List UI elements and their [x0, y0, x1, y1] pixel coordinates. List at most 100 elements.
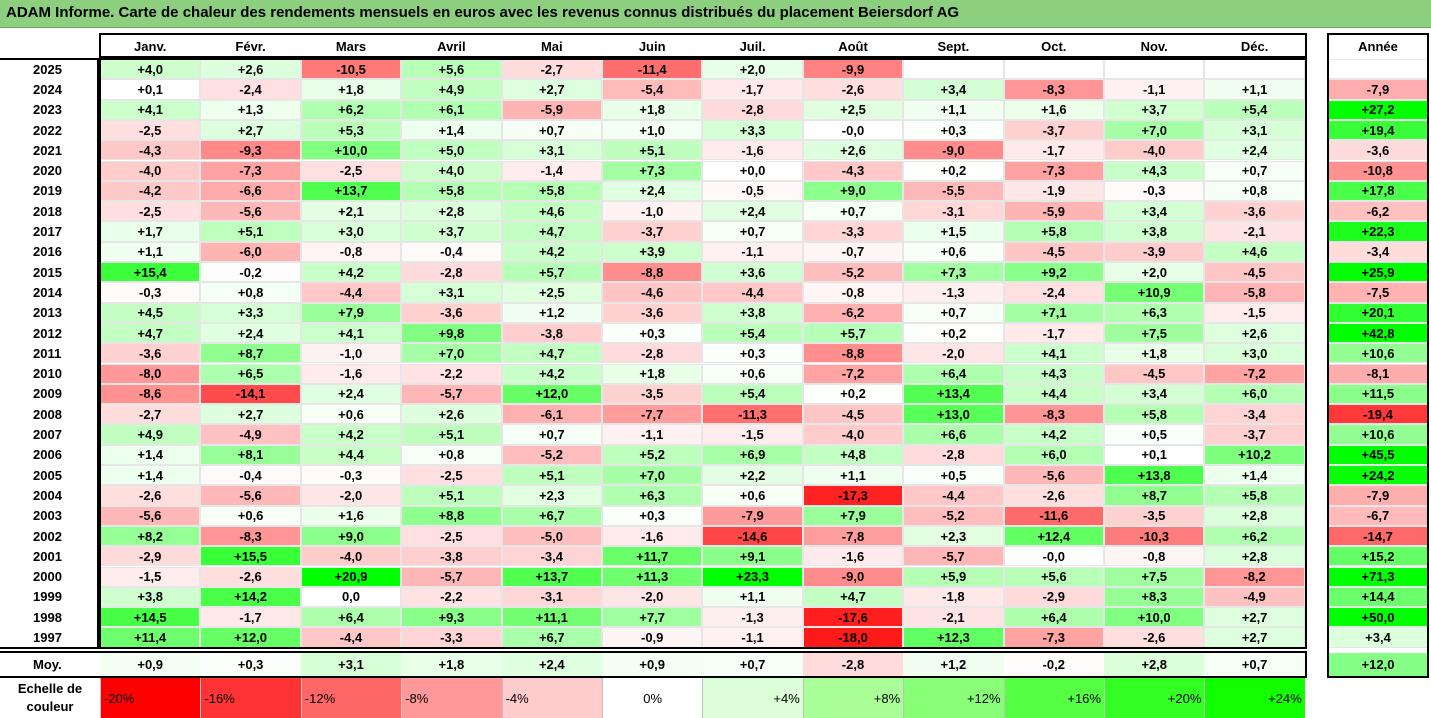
annual-cell: -6,7	[1328, 505, 1428, 526]
heatmap-cell: +0,7	[903, 302, 1004, 323]
heatmap-cell: +6,7	[501, 505, 602, 526]
legend-label: Echelle de couleur	[0, 678, 100, 718]
heatmap-cell: -5,6	[200, 485, 301, 506]
heatmap-cell: -4,6	[602, 282, 703, 303]
heatmap-cell: +0,7	[501, 424, 602, 445]
heatmap-cell: +0,8	[1204, 180, 1305, 202]
heatmap-cell: +4,2	[1003, 424, 1104, 445]
heatmap-cell: +1,5	[903, 221, 1004, 242]
average-cell: +0,9	[100, 652, 201, 677]
heatmap-cell: +10,9	[1104, 282, 1205, 303]
legend-swatch: 0%	[602, 678, 703, 718]
heatmap-cell: -8,6	[100, 383, 201, 405]
heatmap-cell: -2,6	[1104, 627, 1205, 648]
heatmap-cell: -4,0	[1104, 140, 1205, 161]
heatmap-cell: +10,2	[1204, 444, 1305, 465]
heatmap-cell	[1104, 59, 1205, 80]
legend-swatch: +4%	[702, 678, 803, 718]
heatmap-cell: -17,6	[802, 607, 904, 628]
heatmap-cell: -5,5	[903, 180, 1004, 202]
annual-cell: -6,2	[1328, 201, 1428, 222]
legend-label-line2: couleur	[26, 699, 74, 714]
heatmap-cell: +5,1	[200, 221, 301, 242]
heatmap-cell: +0,8	[401, 444, 502, 465]
heatmap-cell: -3,6	[401, 302, 502, 323]
column-header: Oct.	[1041, 39, 1067, 54]
year-label: 2019	[33, 183, 62, 199]
heatmap-cell: +3,7	[1104, 99, 1205, 120]
average-cell: +0,7	[1204, 652, 1305, 677]
heatmap-cell: +0,6	[702, 485, 803, 506]
heatmap-cell: -2,8	[401, 262, 502, 283]
heatmap-cell: +2,3	[903, 525, 1004, 547]
heatmap-cell: -7,3	[1003, 627, 1104, 648]
heatmap-cell: +2,5	[501, 282, 602, 303]
heatmap-cell: +4,7	[501, 343, 602, 364]
heatmap-cell: -3,5	[1104, 505, 1205, 526]
heatmap-cell: +3,4	[1104, 383, 1205, 405]
heatmap-cell: -7,7	[602, 404, 703, 425]
heatmap-cell: +2,6	[200, 59, 301, 80]
heatmap-cell: +9,2	[1003, 262, 1104, 283]
heatmap-cell: +0,2	[903, 322, 1004, 344]
heatmap-cell: -5,6	[1003, 465, 1104, 486]
annual-cell: +17,8	[1328, 180, 1428, 202]
heatmap-cell: +0,6	[702, 363, 803, 384]
heatmap-cell: +0,8	[200, 282, 301, 303]
year-label: 2024	[33, 81, 62, 97]
heatmap-cell: +2,4	[602, 180, 703, 202]
heatmap-cell: +5,4	[702, 383, 803, 405]
heatmap-cell: +0,3	[602, 322, 703, 344]
heatmap-cell: +7,5	[1104, 566, 1205, 587]
heatmap-cell: -4,5	[1003, 241, 1104, 262]
year-label: 2002	[33, 528, 62, 544]
heatmap-cell: -5,4	[602, 79, 703, 100]
heatmap-cell: +7,3	[903, 262, 1004, 283]
year-label: 2009	[33, 386, 62, 402]
heatmap-cell: +1,1	[100, 241, 201, 262]
heatmap-cell: +7,5	[1104, 322, 1205, 344]
heatmap-cell: -1,7	[1003, 322, 1104, 344]
heatmap-cell: -1,0	[602, 201, 703, 222]
heatmap-cell: -2,4	[1003, 282, 1104, 303]
heatmap-cell: +7,0	[401, 343, 502, 364]
year-label: 2001	[33, 548, 62, 564]
heatmap-cell: -8,3	[1003, 79, 1104, 100]
heatmap-cell: +8,2	[100, 525, 201, 547]
heatmap-cell: +2,1	[300, 201, 402, 222]
year-label: 2020	[33, 163, 62, 179]
heatmap-cell: +4,9	[401, 79, 502, 100]
annual-cell: -7,5	[1328, 282, 1428, 303]
heatmap-cell: +0,6	[903, 241, 1004, 262]
heatmap-cell: +7,0	[602, 465, 703, 486]
annual-cell: +27,2	[1328, 99, 1428, 120]
column-header: Janv.	[134, 39, 167, 54]
heatmap-cell: +4,9	[100, 424, 201, 445]
heatmap-cell: +3,1	[1204, 119, 1305, 141]
heatmap-cell	[903, 59, 1004, 80]
heatmap-cell: +3,4	[1104, 201, 1205, 222]
heatmap-cell: +11,4	[100, 627, 201, 648]
heatmap-cell: -4,0	[802, 424, 904, 445]
heatmap-cell: -8,3	[200, 525, 301, 547]
heatmap-cell: -4,3	[100, 140, 201, 161]
average-cell: +3,1	[300, 652, 402, 677]
heatmap-cell: -1,7	[702, 79, 803, 100]
heatmap-cell: -1,0	[300, 343, 402, 364]
heatmap-cell: +1,2	[501, 302, 602, 323]
heatmap-cell: -7,3	[200, 160, 301, 181]
heatmap-cell: -5,7	[903, 546, 1004, 567]
heatmap-cell: -1,3	[702, 607, 803, 628]
heatmap-cell: -8,8	[602, 262, 703, 283]
average-cell: +0,7	[702, 652, 803, 677]
heatmap-cell: +4,2	[300, 424, 402, 445]
heatmap-cell: +1,1	[802, 465, 904, 486]
heatmap-cell: +6,5	[200, 363, 301, 384]
heatmap-cell: +3,0	[300, 221, 402, 242]
heatmap-cell: -1,3	[903, 282, 1004, 303]
heatmap-cell: -1,5	[702, 424, 803, 445]
year-label: 1999	[33, 589, 62, 605]
heatmap-cell: -2,8	[602, 343, 703, 364]
heatmap-cell: +1,8	[602, 99, 703, 120]
legend-swatch: -16%	[200, 678, 301, 718]
